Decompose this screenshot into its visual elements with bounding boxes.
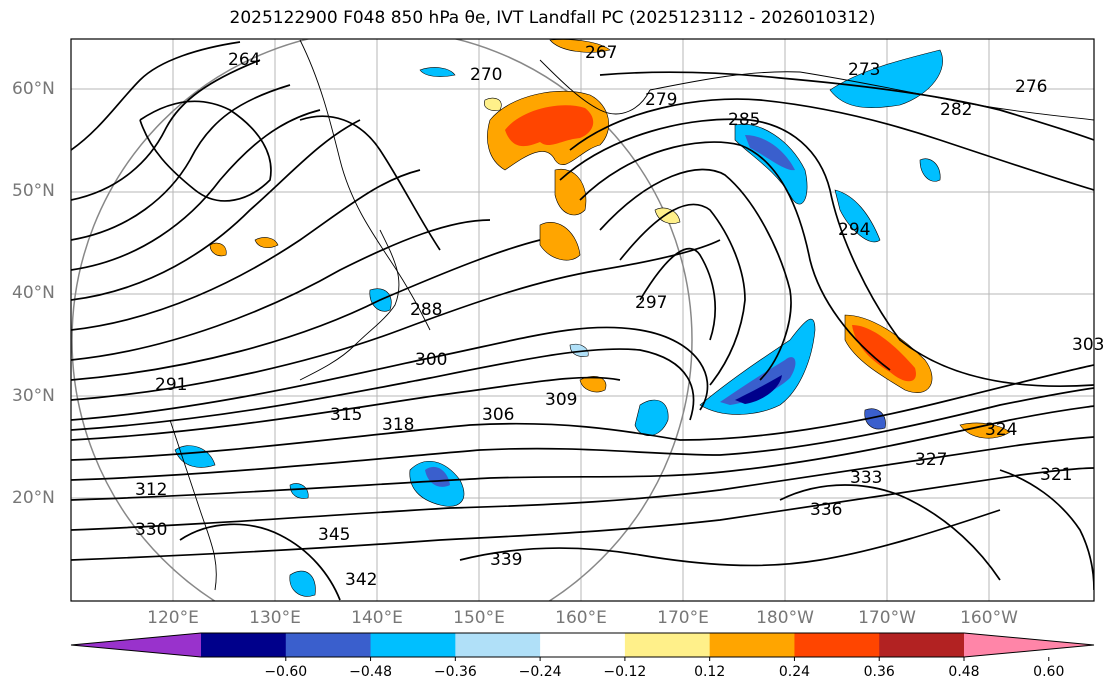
contour-label: 324 [985, 420, 1017, 440]
contour-labels: 264 267 270 273 276 279 282 285 288 291 … [135, 43, 1104, 590]
colorbar-tick-label: −0.12 [603, 664, 647, 680]
coastlines [169, 39, 1094, 591]
colorbar-tick-label: 0.24 [778, 664, 811, 680]
lat-label-60n: 60°N [12, 79, 55, 99]
colorbar-tick-label: −0.36 [433, 664, 477, 680]
contour-label: 303 [1072, 335, 1104, 355]
colorbar-outline [70, 632, 1095, 658]
contour-label: 315 [330, 405, 362, 425]
contour-label: 312 [135, 480, 167, 500]
contour-label: 273 [848, 60, 880, 80]
contour-label: 276 [1015, 77, 1047, 97]
contour-label: 345 [318, 525, 350, 545]
colorbar-cell [285, 633, 372, 657]
lon-label-160e: 160°E [555, 608, 607, 628]
contour-label: 264 [228, 50, 260, 70]
lon-label-170e: 170°E [657, 608, 709, 628]
colorbar-tick-label: 0.12 [694, 664, 726, 680]
contour-label: 300 [415, 350, 447, 370]
contour-label: 285 [728, 110, 760, 130]
theta-e-contours [71, 41, 1094, 601]
contour-label: 279 [645, 90, 677, 110]
contour-label: 282 [940, 100, 972, 120]
contour-label: 342 [345, 570, 377, 590]
ivt-shading [174, 39, 1011, 597]
map-title: 2025122900 F048 850 hPa θe, IVT Landfall… [229, 8, 876, 28]
colorbar-tick-label: 0.36 [863, 664, 895, 680]
colorbar-cell [624, 633, 711, 657]
lon-label-170w: 170°W [858, 608, 916, 628]
colorbar-cell [540, 633, 626, 657]
contour-label: 291 [155, 375, 187, 395]
contour-label: 327 [915, 450, 947, 470]
colorbar-cell [709, 633, 795, 657]
contour-label: 294 [838, 220, 870, 240]
contour-label: 330 [135, 520, 167, 540]
lat-label-30n: 30°N [12, 386, 55, 406]
contour-label: 321 [1040, 465, 1072, 485]
lon-label-130e: 130°E [249, 608, 301, 628]
colorbar-tick-label: 0.60 [1033, 664, 1065, 680]
colorbar-cell [455, 633, 541, 657]
lat-label-50n: 50°N [12, 181, 55, 201]
colorbar-cell [370, 633, 456, 657]
lon-label-180w: 180°W [756, 608, 814, 628]
colorbar-extend-low [71, 633, 201, 657]
colorbar-tick-label: −0.24 [518, 664, 562, 680]
colorbar-extend-high [964, 633, 1094, 657]
lat-label-20n: 20°N [12, 488, 55, 508]
contour-label: 306 [482, 405, 514, 425]
colorbar-tick-label: −0.48 [349, 664, 392, 680]
lon-label-140e: 140°E [351, 608, 403, 628]
lat-label-40n: 40°N [12, 283, 55, 303]
lon-label-160w: 160°W [960, 608, 1018, 628]
lon-label-150e: 150°E [453, 608, 505, 628]
contour-label: 333 [850, 468, 882, 488]
contour-label: 336 [810, 500, 842, 520]
lon-label-120e: 120°E [147, 608, 199, 628]
contour-label: 270 [470, 65, 502, 85]
contour-label: 288 [410, 300, 442, 320]
contour-label: 297 [635, 293, 667, 313]
colorbar-cell [879, 633, 965, 657]
colorbar-cell [794, 633, 880, 657]
colorbar-tick-label: 0.48 [948, 664, 980, 680]
contour-label: 339 [490, 550, 522, 570]
contour-label: 309 [545, 390, 577, 410]
contour-label: 318 [382, 415, 414, 435]
colorbar-tick-label: −0.60 [264, 664, 308, 680]
colorbar-cell [201, 633, 287, 657]
region-circle [71, 39, 693, 601]
contour-label: 267 [585, 43, 617, 63]
